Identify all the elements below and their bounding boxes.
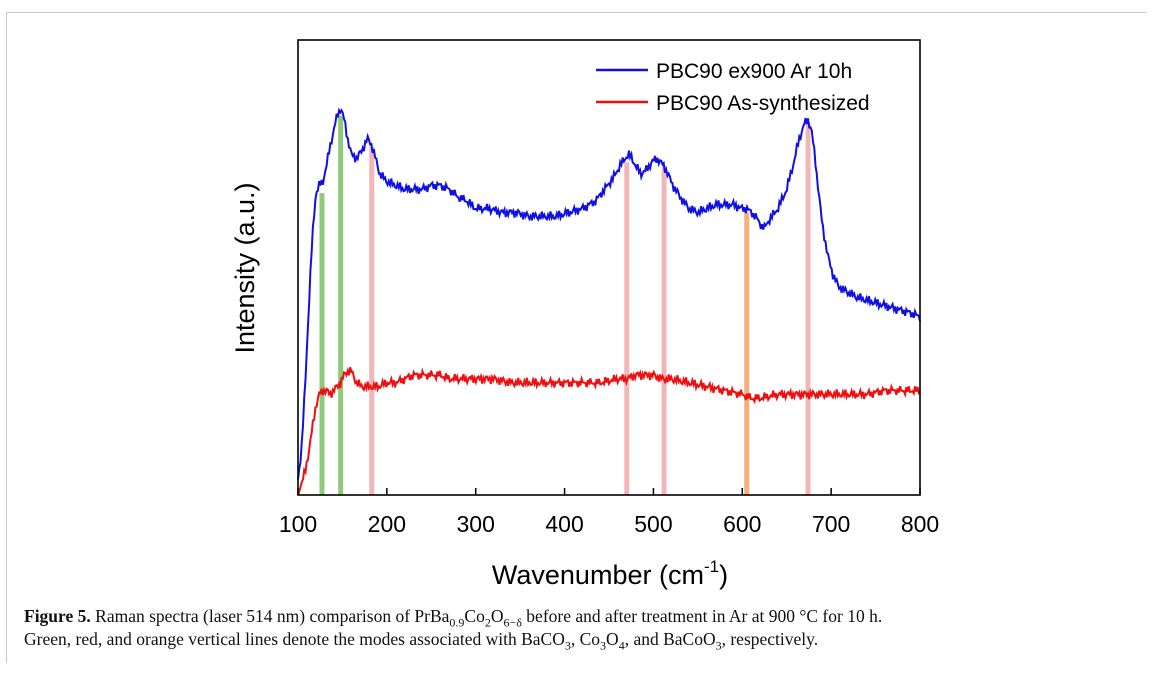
x-tick-label-500: 500 [634, 511, 672, 537]
plot-frame [297, 39, 921, 496]
caption-line-2: Green, red, and orange vertical lines de… [24, 629, 819, 653]
raman-chart: 100 200 300 400 500 600 700 800 PBC90 ex900 Ar … [230, 39, 939, 590]
legend-label-series-1: PBC90 As-synthesized [656, 92, 870, 115]
series-group [297, 107, 921, 495]
caption-figure-label: Figure 5. [24, 606, 91, 626]
x-tick-label-300: 300 [457, 511, 495, 537]
legend-label-series-0: PBC90 ex900 Ar 10h [656, 60, 852, 83]
y-axis-label: Intensity (a.u.) [230, 182, 260, 353]
caption-line-1: Figure 5. Raman spectra (laser 514 nm) c… [24, 606, 883, 630]
figure-frame [6, 12, 1147, 663]
x-tick-label-700: 700 [812, 511, 850, 537]
legend: PBC90 ex900 Ar 10h PBC90 As-synthesized [596, 60, 870, 115]
series-line-0 [297, 107, 921, 480]
x-axis-label: Wavenumber (cm-1) [492, 557, 728, 590]
x-axis-label-sup: -1 [704, 557, 719, 576]
x-tick-label-200: 200 [368, 511, 406, 537]
x-tick-label-100: 100 [279, 511, 317, 537]
x-ticks-group: 100 200 300 400 500 600 700 800 [279, 488, 939, 537]
x-axis-label-end: ) [719, 560, 728, 590]
x-tick-label-800: 800 [901, 511, 939, 537]
series-line-1 [297, 366, 921, 495]
mode-lines-group [319, 115, 811, 495]
x-axis-label-main: Wavenumber (cm [492, 560, 704, 590]
x-tick-label-400: 400 [545, 511, 583, 537]
x-tick-label-600: 600 [723, 511, 761, 537]
figure-caption: Figure 5. Raman spectra (laser 514 nm) c… [24, 605, 1134, 653]
